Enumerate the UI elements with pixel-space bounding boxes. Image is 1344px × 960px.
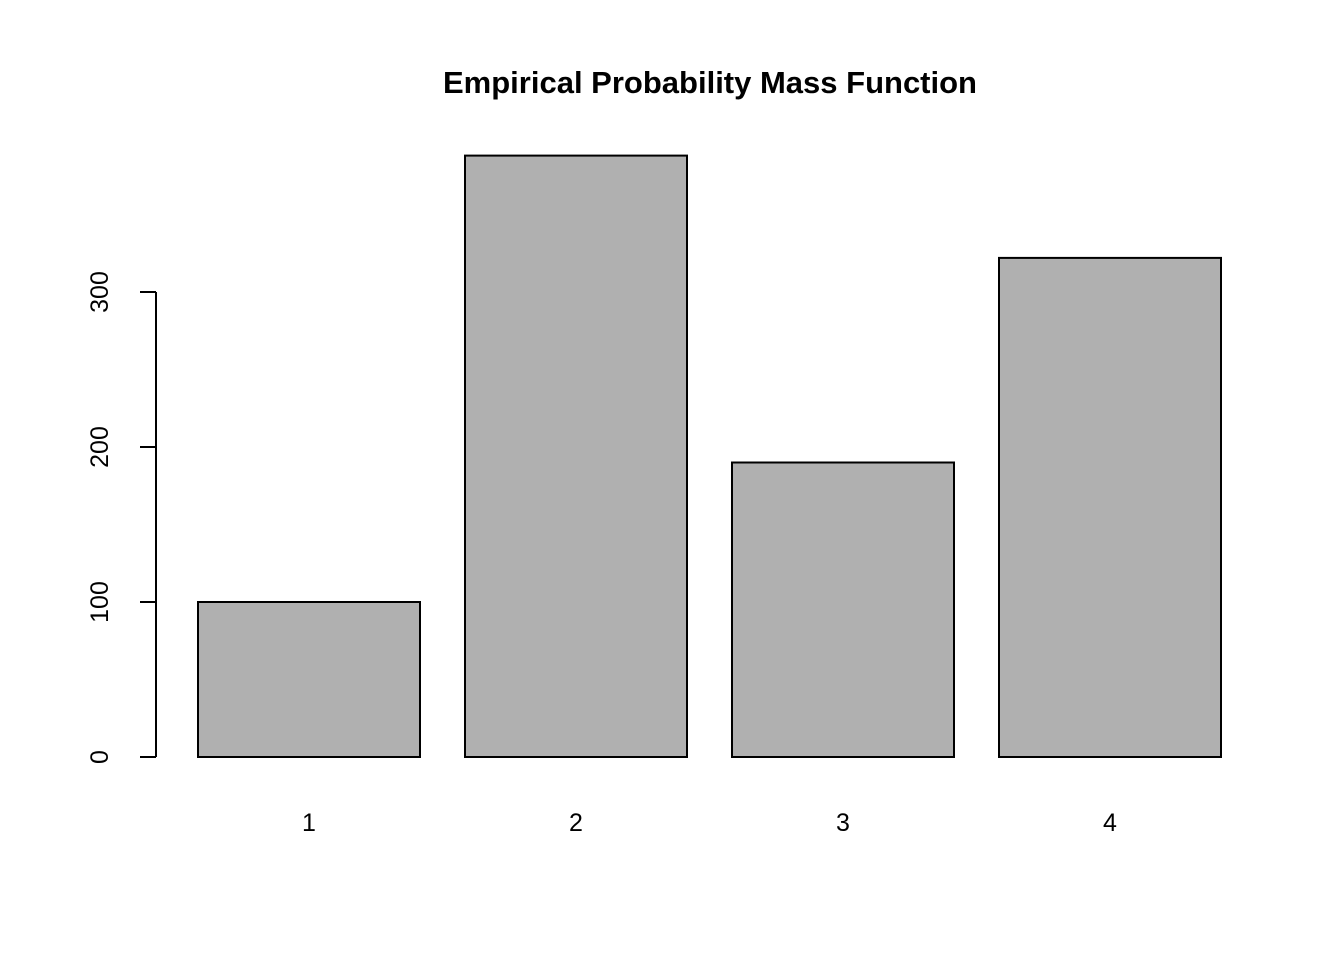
y-tick-label: 100 <box>86 581 114 623</box>
bar <box>998 256 1222 758</box>
y-tick-label: 300 <box>86 271 114 313</box>
bar <box>197 601 421 758</box>
x-tick-label: 2 <box>569 809 583 837</box>
y-axis: 0 100 200 300 <box>86 271 157 764</box>
x-tick-label: 4 <box>1103 809 1117 837</box>
y-tick-label: 200 <box>86 426 114 468</box>
x-tick-label: 3 <box>836 809 850 837</box>
bars <box>197 154 1222 759</box>
chart-title: Empirical Probability Mass Function <box>443 65 977 100</box>
x-axis-labels: 1 2 3 4 <box>302 809 1117 837</box>
bar <box>464 154 688 759</box>
x-tick-label: 1 <box>302 809 316 837</box>
bar <box>731 461 955 758</box>
y-tick-label: 0 <box>86 750 114 764</box>
